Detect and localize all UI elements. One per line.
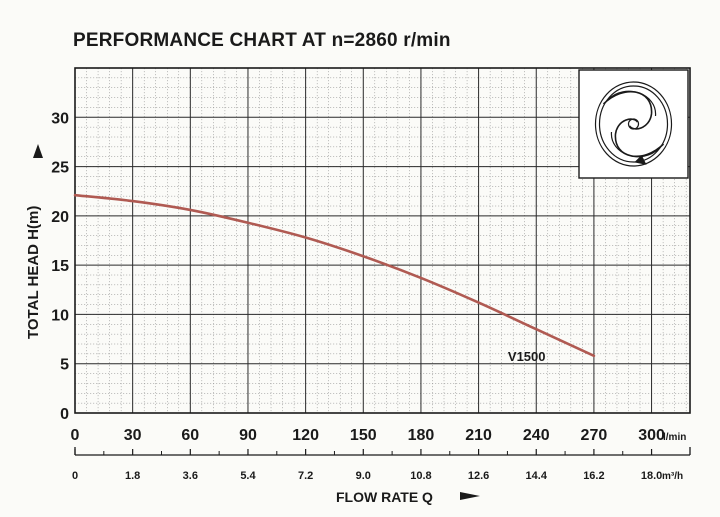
x-tick-label: 270 (581, 427, 608, 444)
y-tick-label: 15 (51, 258, 69, 275)
plot-frame (74, 67, 691, 414)
y-tick-label: 25 (51, 160, 69, 177)
secondary-x-axis: 0 1.8 3.6 5.4 7.2 9.0 10.8 12.6 14.4 16.2 18.0 (72, 447, 691, 482)
x-axis-label: FLOW RATE Q (336, 489, 433, 505)
x-tick-label: 90 (239, 427, 257, 444)
y-tick-label: 0 (60, 406, 69, 423)
x-tick-label: 150 (350, 427, 377, 444)
x2-tick-label: 0 (72, 470, 78, 482)
y-tick-labels: 0 5 10 15 20 25 30 (51, 110, 69, 423)
x2-tick-label: 18.0 (641, 470, 662, 482)
x-tick-label: 120 (292, 427, 319, 444)
y-tick-label: 30 (51, 110, 69, 127)
x-tick-label: 0 (71, 427, 80, 444)
x2-tick-label: 5.4 (240, 470, 256, 482)
x2-tick-label: 14.4 (526, 470, 548, 482)
series-layer: V1500 (73, 193, 596, 364)
x2-tick-label: 1.8 (125, 470, 140, 482)
inset-box (578, 69, 689, 179)
x2-tick-label: 16.2 (583, 470, 604, 482)
x2-tick-label: 7.2 (298, 470, 313, 482)
impeller-icon (594, 81, 673, 167)
x-tick-label: 210 (465, 427, 492, 444)
x2-tick-label: 10.8 (410, 470, 431, 482)
x-tick-label: 180 (408, 427, 435, 444)
x2-tick-label: 12.6 (468, 470, 489, 482)
y-axis-label: TOTAL HEAD H(m) (25, 206, 42, 339)
y-axis-arrow-icon (33, 144, 43, 158)
x-tick-label: 30 (124, 427, 142, 444)
x2-tick-label: 3.6 (183, 470, 198, 482)
x-tick-labels: 0 30 60 90 120 150 180 210 240 270 300 (71, 427, 665, 444)
x2-tick-label: 9.0 (356, 470, 371, 482)
x-tick-label: 300 (638, 427, 665, 444)
impeller-inset (578, 69, 689, 179)
x-axis-arrow-icon (460, 492, 480, 500)
series-label: V1500 (508, 349, 546, 364)
x-unit-label: l/min (663, 432, 686, 443)
x-tick-label: 240 (523, 427, 550, 444)
chart-title: PERFORMANCE CHART AT n=2860 r/min (73, 30, 451, 51)
series-line-v1500 (73, 193, 596, 358)
y-tick-label: 20 (51, 209, 69, 226)
y-tick-label: 10 (51, 307, 69, 324)
y-tick-label: 5 (60, 357, 69, 374)
x-tick-label: 60 (181, 427, 199, 444)
x2-unit-label: m³/h (662, 471, 683, 482)
